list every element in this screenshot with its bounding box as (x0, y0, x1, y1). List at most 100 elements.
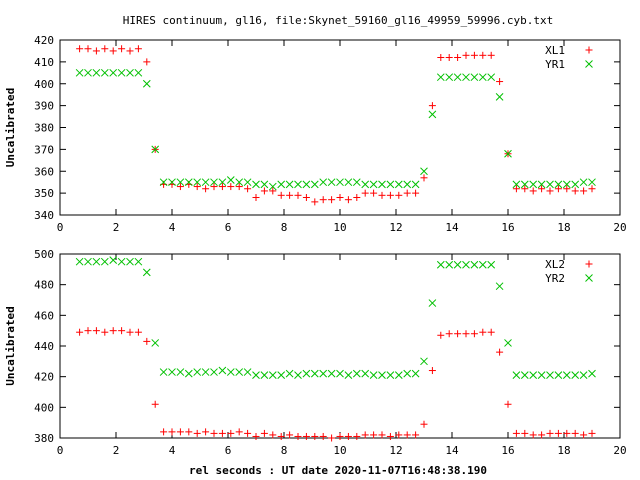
x-tick-label: 16 (501, 221, 514, 234)
data-point (260, 180, 269, 189)
data-point (184, 178, 193, 187)
y-tick-label: 440 (34, 340, 54, 353)
data-point (462, 51, 470, 59)
data-point (520, 371, 529, 379)
data-point (420, 174, 428, 182)
y-tick-label: 500 (34, 248, 54, 261)
data-point (210, 368, 218, 376)
data-point (403, 369, 412, 378)
data-point (286, 191, 294, 199)
data-point (353, 194, 361, 201)
data-point (411, 369, 420, 378)
data-point (369, 371, 378, 379)
data-point (327, 178, 336, 187)
data-point (159, 368, 168, 376)
data-point (84, 327, 92, 335)
data-point (436, 73, 445, 82)
data-point (92, 47, 100, 55)
data-point (134, 257, 143, 266)
data-point (285, 180, 294, 189)
data-point (412, 431, 420, 439)
data-point (369, 180, 378, 189)
x-tick-label: 18 (557, 221, 570, 234)
data-point (571, 371, 580, 379)
data-point (218, 429, 226, 437)
data-point (487, 51, 495, 59)
legend-label: YR1 (545, 58, 565, 71)
y-tick-label: 380 (34, 122, 54, 135)
plot-frame (59, 39, 621, 216)
data-point (588, 369, 596, 378)
data-point (453, 260, 462, 269)
y-tick-label: 460 (34, 309, 54, 322)
data-point (554, 185, 562, 193)
data-point (378, 191, 386, 199)
data-point (538, 431, 546, 439)
data-point (159, 178, 168, 187)
data-point (336, 432, 344, 440)
data-point (496, 78, 504, 86)
data-point (328, 196, 336, 204)
data-point (344, 178, 353, 187)
data-point (227, 429, 235, 437)
data-point (202, 185, 210, 193)
series-XL1 (76, 45, 596, 206)
data-point (277, 371, 286, 379)
legend-marker (585, 46, 593, 54)
data-point (101, 328, 109, 336)
y-tick-label: 400 (34, 401, 54, 414)
data-point (319, 432, 327, 440)
data-point (546, 429, 554, 437)
data-point (562, 371, 571, 379)
x-tick-label: 12 (389, 221, 402, 234)
data-point (352, 369, 361, 378)
data-point (260, 187, 268, 195)
data-point (454, 54, 462, 61)
data-point (454, 330, 462, 338)
data-point (378, 431, 386, 439)
data-point (92, 257, 101, 266)
data-point (580, 187, 588, 195)
data-point (394, 180, 403, 189)
data-point (126, 68, 134, 77)
x-tick-label: 20 (613, 221, 626, 234)
data-point (436, 260, 445, 269)
data-point (546, 180, 554, 189)
data-point (386, 191, 394, 199)
data-point (151, 339, 160, 347)
data-point (193, 183, 201, 191)
data-point (134, 45, 142, 53)
chart-title: HIRES continuum, gl16, file:Skynet_59160… (123, 14, 553, 27)
data-point (227, 183, 235, 191)
data-point (84, 45, 92, 53)
data-point (521, 185, 529, 193)
data-point (336, 194, 344, 201)
data-point (252, 432, 260, 440)
top-panel: 0 2 4 6 8 10 12 14 16 18 20 340 350 360 370 380 390 400 41… (4, 34, 627, 234)
data-point (495, 282, 504, 291)
data-point (580, 431, 588, 439)
data-point (311, 198, 319, 206)
data-point (327, 369, 336, 378)
data-point (529, 431, 537, 439)
data-point (529, 371, 538, 379)
x-tick-label: 12 (389, 444, 402, 457)
data-point (521, 429, 529, 437)
data-point (361, 189, 369, 197)
y-tick-label: 400 (34, 78, 54, 91)
data-point (495, 93, 504, 101)
y-tick-label: 420 (34, 34, 54, 47)
x-tick-label: 2 (113, 221, 120, 234)
data-point (84, 257, 92, 266)
data-point (285, 369, 294, 378)
data-point (428, 102, 436, 110)
y-tick-label: 480 (34, 279, 54, 292)
data-point (504, 339, 512, 347)
data-point (344, 196, 352, 204)
data-point (412, 189, 420, 197)
data-point (142, 268, 151, 277)
data-point (218, 366, 227, 375)
data-point (470, 51, 478, 59)
data-point (294, 191, 302, 199)
data-point (344, 432, 352, 440)
